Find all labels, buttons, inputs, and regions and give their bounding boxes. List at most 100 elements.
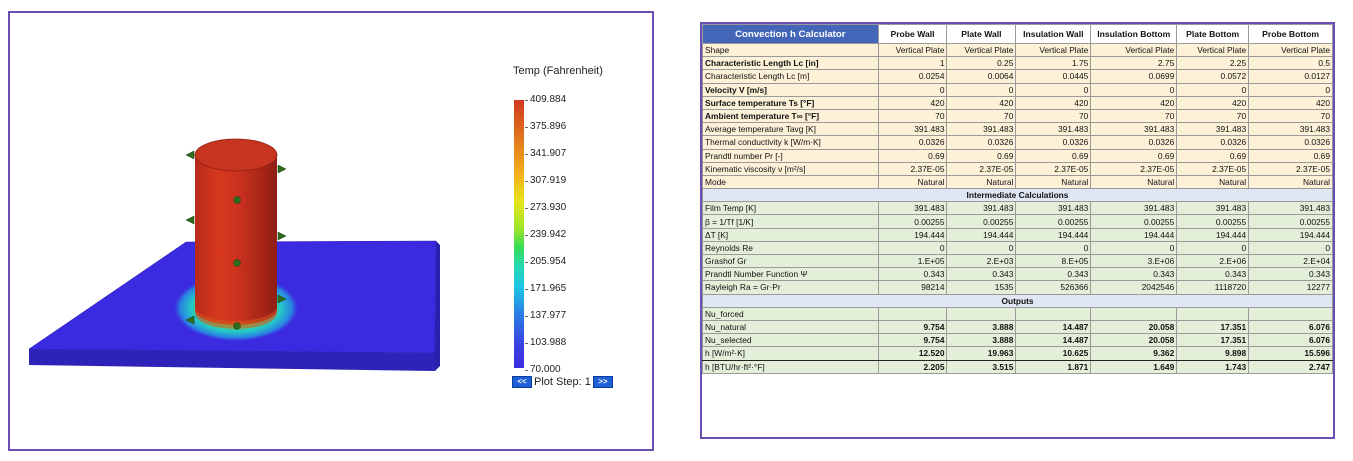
table-cell[interactable]: 9.898 [1176, 346, 1250, 361]
thermal-plot-scene[interactable] [10, 13, 654, 451]
table-cell[interactable]: 2.E+03 [946, 253, 1017, 269]
table-cell[interactable]: 194.444 [946, 227, 1017, 242]
table-cell[interactable]: 391.483 [1248, 201, 1333, 216]
table-cell[interactable]: 15.596 [1248, 346, 1333, 361]
table-cell[interactable]: 391.483 [877, 201, 948, 216]
table-cell[interactable]: 0.0326 [946, 135, 1017, 150]
table-cell[interactable]: 70 [1248, 108, 1333, 124]
row-label[interactable]: β = 1/Tf [1/K] [702, 214, 879, 229]
table-cell[interactable]: 1 [877, 56, 948, 71]
row-label[interactable]: Ambient temperature T∞ [°F] [702, 108, 879, 124]
previous-step-button[interactable]: << [512, 376, 532, 388]
table-cell[interactable]: 8.E+05 [1015, 253, 1092, 269]
table-cell[interactable]: 0.0445 [1015, 69, 1092, 84]
table-cell[interactable]: 2.37E-05 [1015, 161, 1092, 176]
table-cell[interactable]: 391.483 [1015, 122, 1092, 137]
table-cell[interactable] [1248, 306, 1333, 321]
table-cell[interactable]: 1.743 [1176, 359, 1250, 374]
table-cell[interactable]: 1118720 [1176, 280, 1250, 295]
table-cell[interactable]: 3.888 [946, 319, 1017, 335]
table-cell[interactable]: Natural [1176, 174, 1250, 190]
table-cell[interactable]: 0.69 [1090, 148, 1178, 163]
table-cell[interactable]: 0.5 [1248, 56, 1333, 71]
table-cell[interactable]: Vertical Plate [1015, 42, 1092, 58]
table-cell[interactable]: 0.0326 [1248, 135, 1333, 150]
table-cell[interactable]: 70 [1090, 108, 1178, 124]
table-cell[interactable]: Natural [1090, 174, 1178, 190]
table-cell[interactable]: 0.343 [1090, 267, 1178, 282]
table-cell[interactable]: 0.00255 [1090, 214, 1178, 229]
row-label[interactable]: Characteristic Length Lc [in] [702, 56, 879, 71]
table-cell[interactable]: 391.483 [1176, 201, 1250, 216]
table-cell[interactable]: 0.343 [1176, 267, 1250, 282]
table-cell[interactable]: 0 [877, 240, 948, 256]
table-cell[interactable]: 70 [1176, 108, 1250, 124]
table-cell[interactable]: 0.0326 [1090, 135, 1178, 150]
row-label[interactable]: Nu_selected [702, 333, 879, 348]
table-cell[interactable]: 14.487 [1015, 319, 1092, 335]
table-cell[interactable]: 0 [1090, 82, 1178, 97]
table-cell[interactable]: 0.00255 [1176, 214, 1250, 229]
table-cell[interactable]: 1535 [946, 280, 1017, 295]
table-cell[interactable]: 0.00255 [1248, 214, 1333, 229]
table-cell[interactable]: 12.520 [877, 346, 948, 361]
table-cell[interactable]: 391.483 [877, 122, 948, 137]
table-cell[interactable]: 391.483 [946, 201, 1017, 216]
table-cell[interactable]: 391.483 [946, 122, 1017, 137]
table-cell[interactable]: 0.0064 [946, 69, 1017, 84]
table-cell[interactable]: Vertical Plate [1090, 42, 1178, 58]
table-cell[interactable]: Vertical Plate [1176, 42, 1250, 58]
table-cell[interactable]: 2.747 [1248, 359, 1333, 374]
table-cell[interactable]: 2.37E-05 [1090, 161, 1178, 176]
table-cell[interactable]: 6.076 [1248, 333, 1333, 348]
row-label[interactable]: Average temperature Tavg [K] [702, 122, 879, 137]
table-cell[interactable]: 194.444 [1248, 227, 1333, 242]
table-cell[interactable]: 420 [1248, 95, 1333, 110]
table-cell[interactable]: 0 [1015, 82, 1092, 97]
table-cell[interactable]: 6.076 [1248, 319, 1333, 335]
table-cell[interactable]: 20.058 [1090, 333, 1178, 348]
table-cell[interactable]: 0 [946, 240, 1017, 256]
row-label[interactable]: Nu_natural [702, 319, 879, 335]
row-label[interactable]: Grashof Gr [702, 253, 879, 269]
table-cell[interactable]: 17.351 [1176, 333, 1250, 348]
table-cell[interactable]: 14.487 [1015, 333, 1092, 348]
table-cell[interactable]: 0.0326 [1015, 135, 1092, 150]
table-cell[interactable]: 0.343 [877, 267, 948, 282]
table-cell[interactable] [1015, 306, 1092, 321]
table-cell[interactable]: 9.362 [1090, 346, 1178, 361]
table-cell[interactable]: 9.754 [877, 319, 948, 335]
row-label[interactable]: Kinematic viscosity ν [m²/s] [702, 161, 879, 176]
row-label[interactable]: Velocity V [m/s] [702, 82, 879, 97]
table-cell[interactable]: 9.754 [877, 333, 948, 348]
table-cell[interactable]: 391.483 [1090, 201, 1178, 216]
table-cell[interactable]: 0 [877, 82, 948, 97]
table-cell[interactable]: 3.515 [946, 359, 1017, 374]
simulation-viewport[interactable]: Temp (Fahrenheit) 409.884 375.896 341.90… [8, 11, 654, 451]
table-cell[interactable]: Vertical Plate [877, 42, 948, 58]
table-cell[interactable]: 2.25 [1176, 56, 1250, 71]
row-label[interactable]: Thermal conductivity k [W/m·K] [702, 135, 879, 150]
table-cell[interactable]: 0 [1176, 240, 1250, 256]
row-label[interactable]: Prandtl Number Function Ψ [702, 267, 879, 282]
table-cell[interactable]: 0.00255 [1015, 214, 1092, 229]
row-label[interactable]: Rayleigh Ra = Gr·Pr [702, 280, 879, 295]
table-cell[interactable]: Vertical Plate [1248, 42, 1333, 58]
table-cell[interactable]: 0.00255 [946, 214, 1017, 229]
convection-calculator-sheet[interactable]: Convection h Calculator Probe Wall Plate… [700, 22, 1335, 439]
table-cell[interactable]: 2.37E-05 [1248, 161, 1333, 176]
table-cell[interactable]: 1.649 [1090, 359, 1178, 374]
table-cell[interactable]: 70 [1015, 108, 1092, 124]
row-label[interactable]: Shape [702, 42, 879, 58]
table-cell[interactable]: 0.0699 [1090, 69, 1178, 84]
table-cell[interactable]: 391.483 [1015, 201, 1092, 216]
table-cell[interactable]: 2.37E-05 [877, 161, 948, 176]
table-cell[interactable]: 0.25 [946, 56, 1017, 71]
table-cell[interactable]: 2042546 [1090, 280, 1178, 295]
table-cell[interactable]: 0 [1248, 240, 1333, 256]
table-cell[interactable]: 0.343 [1248, 267, 1333, 282]
table-cell[interactable]: 70 [877, 108, 948, 124]
table-cell[interactable]: 12277 [1248, 280, 1333, 295]
table-cell[interactable]: 0.0254 [877, 69, 948, 84]
table-cell[interactable]: 0.00255 [877, 214, 948, 229]
